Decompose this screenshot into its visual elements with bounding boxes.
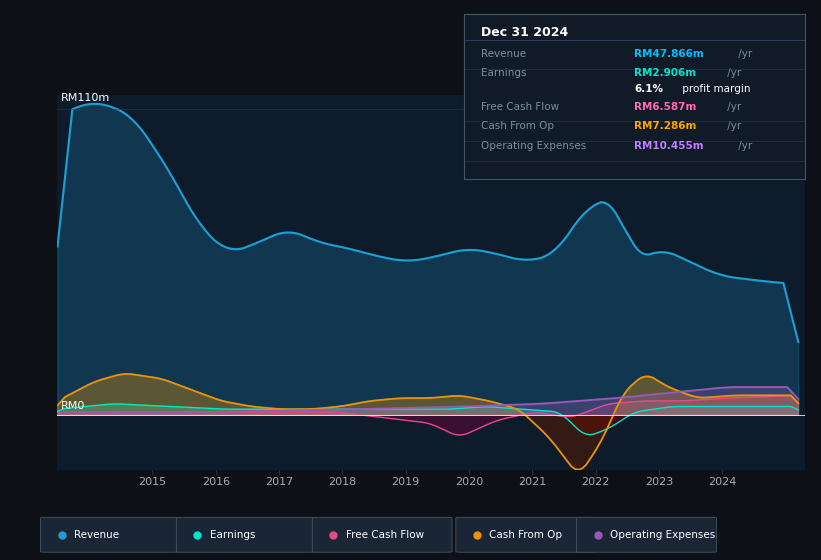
Text: Revenue: Revenue bbox=[74, 530, 119, 540]
Text: Cash From Op: Cash From Op bbox=[481, 122, 554, 132]
Text: Operating Expenses: Operating Expenses bbox=[610, 530, 715, 540]
Text: 2021: 2021 bbox=[518, 477, 547, 487]
Text: RM7.286m: RM7.286m bbox=[635, 122, 696, 132]
FancyBboxPatch shape bbox=[456, 517, 595, 552]
Text: Operating Expenses: Operating Expenses bbox=[481, 141, 586, 151]
Text: /yr: /yr bbox=[736, 49, 753, 59]
Text: -RM20m: -RM20m bbox=[62, 474, 108, 484]
Text: Earnings: Earnings bbox=[481, 68, 526, 78]
Text: /yr: /yr bbox=[724, 122, 741, 132]
Text: RM2.906m: RM2.906m bbox=[635, 68, 696, 78]
Text: 2017: 2017 bbox=[265, 477, 293, 487]
FancyBboxPatch shape bbox=[40, 517, 180, 552]
Text: 6.1%: 6.1% bbox=[635, 84, 663, 94]
Text: 2022: 2022 bbox=[581, 477, 610, 487]
Text: Revenue: Revenue bbox=[481, 49, 526, 59]
Text: /yr: /yr bbox=[724, 68, 741, 78]
FancyBboxPatch shape bbox=[312, 517, 452, 552]
Text: 2023: 2023 bbox=[644, 477, 673, 487]
Text: Dec 31 2024: Dec 31 2024 bbox=[481, 26, 568, 39]
Text: RM10.455m: RM10.455m bbox=[635, 141, 704, 151]
Text: 2024: 2024 bbox=[708, 477, 736, 487]
Text: Free Cash Flow: Free Cash Flow bbox=[346, 530, 424, 540]
FancyBboxPatch shape bbox=[576, 517, 717, 552]
Text: RM47.866m: RM47.866m bbox=[635, 49, 704, 59]
Text: 2016: 2016 bbox=[202, 477, 230, 487]
Text: RM0: RM0 bbox=[62, 401, 85, 411]
FancyBboxPatch shape bbox=[177, 517, 316, 552]
Text: profit margin: profit margin bbox=[679, 84, 750, 94]
Text: 2020: 2020 bbox=[455, 477, 483, 487]
Text: 2015: 2015 bbox=[139, 477, 167, 487]
Text: /yr: /yr bbox=[736, 141, 753, 151]
Text: /yr: /yr bbox=[724, 101, 741, 111]
Text: 2019: 2019 bbox=[392, 477, 420, 487]
Text: RM110m: RM110m bbox=[62, 94, 111, 104]
Text: Earnings: Earnings bbox=[209, 530, 255, 540]
Text: Cash From Op: Cash From Op bbox=[489, 530, 562, 540]
Text: Free Cash Flow: Free Cash Flow bbox=[481, 101, 559, 111]
Text: RM6.587m: RM6.587m bbox=[635, 101, 696, 111]
Text: 2018: 2018 bbox=[328, 477, 356, 487]
